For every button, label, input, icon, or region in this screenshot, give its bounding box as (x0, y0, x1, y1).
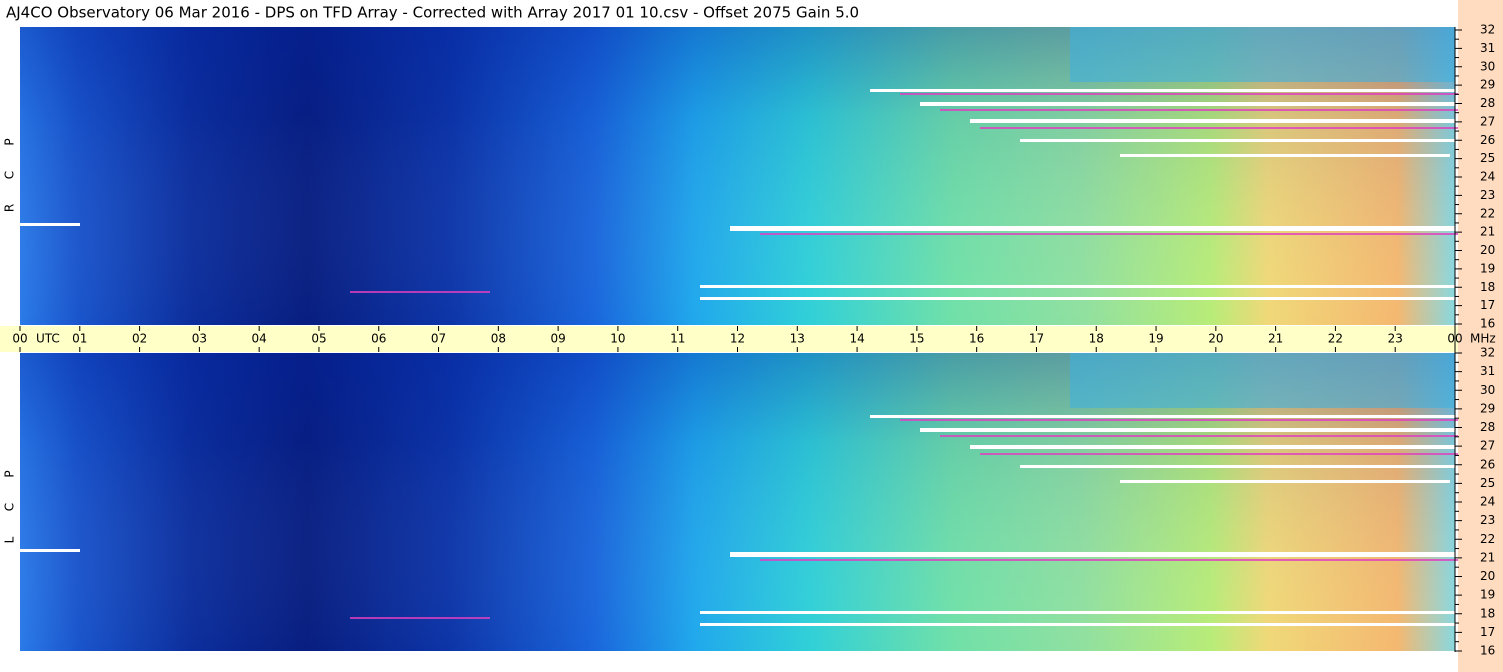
frequency-label: 17 (1480, 625, 1495, 639)
time-label: 23 (1388, 332, 1403, 346)
time-label: 14 (849, 332, 864, 346)
time-label: 17 (1029, 332, 1044, 346)
frequency-label: 31 (1480, 364, 1495, 378)
time-label: 11 (670, 332, 685, 346)
panel-label-letter: C (3, 503, 17, 511)
time-unit: UTC (36, 332, 60, 346)
frequency-label: 20 (1480, 569, 1495, 583)
frequency-label: 27 (1480, 114, 1495, 128)
time-label: 05 (311, 332, 326, 346)
frequency-label: 28 (1480, 96, 1495, 110)
frequency-label: 25 (1480, 476, 1495, 490)
frequency-label: 18 (1480, 280, 1495, 294)
time-label: 10 (610, 332, 625, 346)
time-label: 19 (1148, 332, 1163, 346)
time-label: 02 (132, 332, 147, 346)
frequency-label: 28 (1480, 420, 1495, 434)
panel-label-letter: P (3, 138, 17, 145)
frequency-label: 30 (1480, 59, 1495, 73)
frequency-label: 22 (1480, 532, 1495, 546)
rcp-spectrogram (20, 27, 1460, 325)
time-label: 12 (730, 332, 745, 346)
time-label: 16 (969, 332, 984, 346)
frequency-label: 23 (1480, 188, 1495, 202)
frequency-label: 24 (1480, 170, 1495, 184)
frequency-label: 25 (1480, 151, 1495, 165)
frequency-label: 18 (1480, 606, 1495, 620)
time-label: 08 (491, 332, 506, 346)
frequency-label: 32 (1480, 346, 1495, 360)
time-label: 22 (1328, 332, 1343, 346)
time-axis-strip (0, 326, 1458, 352)
frequency-label: 21 (1480, 550, 1495, 564)
frequency-label: 16 (1480, 644, 1495, 658)
time-label: 21 (1268, 332, 1283, 346)
time-label: 15 (909, 332, 924, 346)
time-label: 20 (1208, 332, 1223, 346)
frequency-label: 24 (1480, 495, 1495, 509)
frequency-unit: MHz (1470, 332, 1496, 346)
frequency-label: 29 (1480, 78, 1495, 92)
frequency-label: 32 (1480, 23, 1495, 37)
frequency-label: 20 (1480, 243, 1495, 257)
frequency-axis-strip (1458, 0, 1503, 672)
panel-label-letter: C (3, 171, 17, 179)
frequency-label: 31 (1480, 41, 1495, 55)
time-label: 06 (371, 332, 386, 346)
frequency-label: 19 (1480, 261, 1495, 275)
frequency-label: 27 (1480, 439, 1495, 453)
time-label: 00 (12, 332, 27, 346)
frequency-label: 26 (1480, 133, 1495, 147)
panel-label-letter: L (3, 536, 17, 543)
frequency-label: 22 (1480, 206, 1495, 220)
frequency-label: 23 (1480, 513, 1495, 527)
panel-label-letter: R (3, 204, 17, 212)
frequency-label: 16 (1480, 317, 1495, 331)
frequency-label: 19 (1480, 588, 1495, 602)
time-label: 09 (550, 332, 565, 346)
frequency-label: 30 (1480, 383, 1495, 397)
frequency-label: 17 (1480, 298, 1495, 312)
frequency-label: 26 (1480, 457, 1495, 471)
time-label: 07 (431, 332, 446, 346)
time-label: 00 (1447, 332, 1462, 346)
time-label: 01 (72, 332, 87, 346)
time-label: 18 (1089, 332, 1104, 346)
time-label: 13 (790, 332, 805, 346)
time-label: 04 (252, 332, 267, 346)
panel-label-letter: P (3, 470, 17, 477)
lcp-spectrogram (20, 353, 1460, 651)
frequency-label: 29 (1480, 401, 1495, 415)
frequency-label: 21 (1480, 225, 1495, 239)
time-label: 03 (192, 332, 207, 346)
window-title: AJ4CO Observatory 06 Mar 2016 - DPS on T… (6, 4, 859, 22)
